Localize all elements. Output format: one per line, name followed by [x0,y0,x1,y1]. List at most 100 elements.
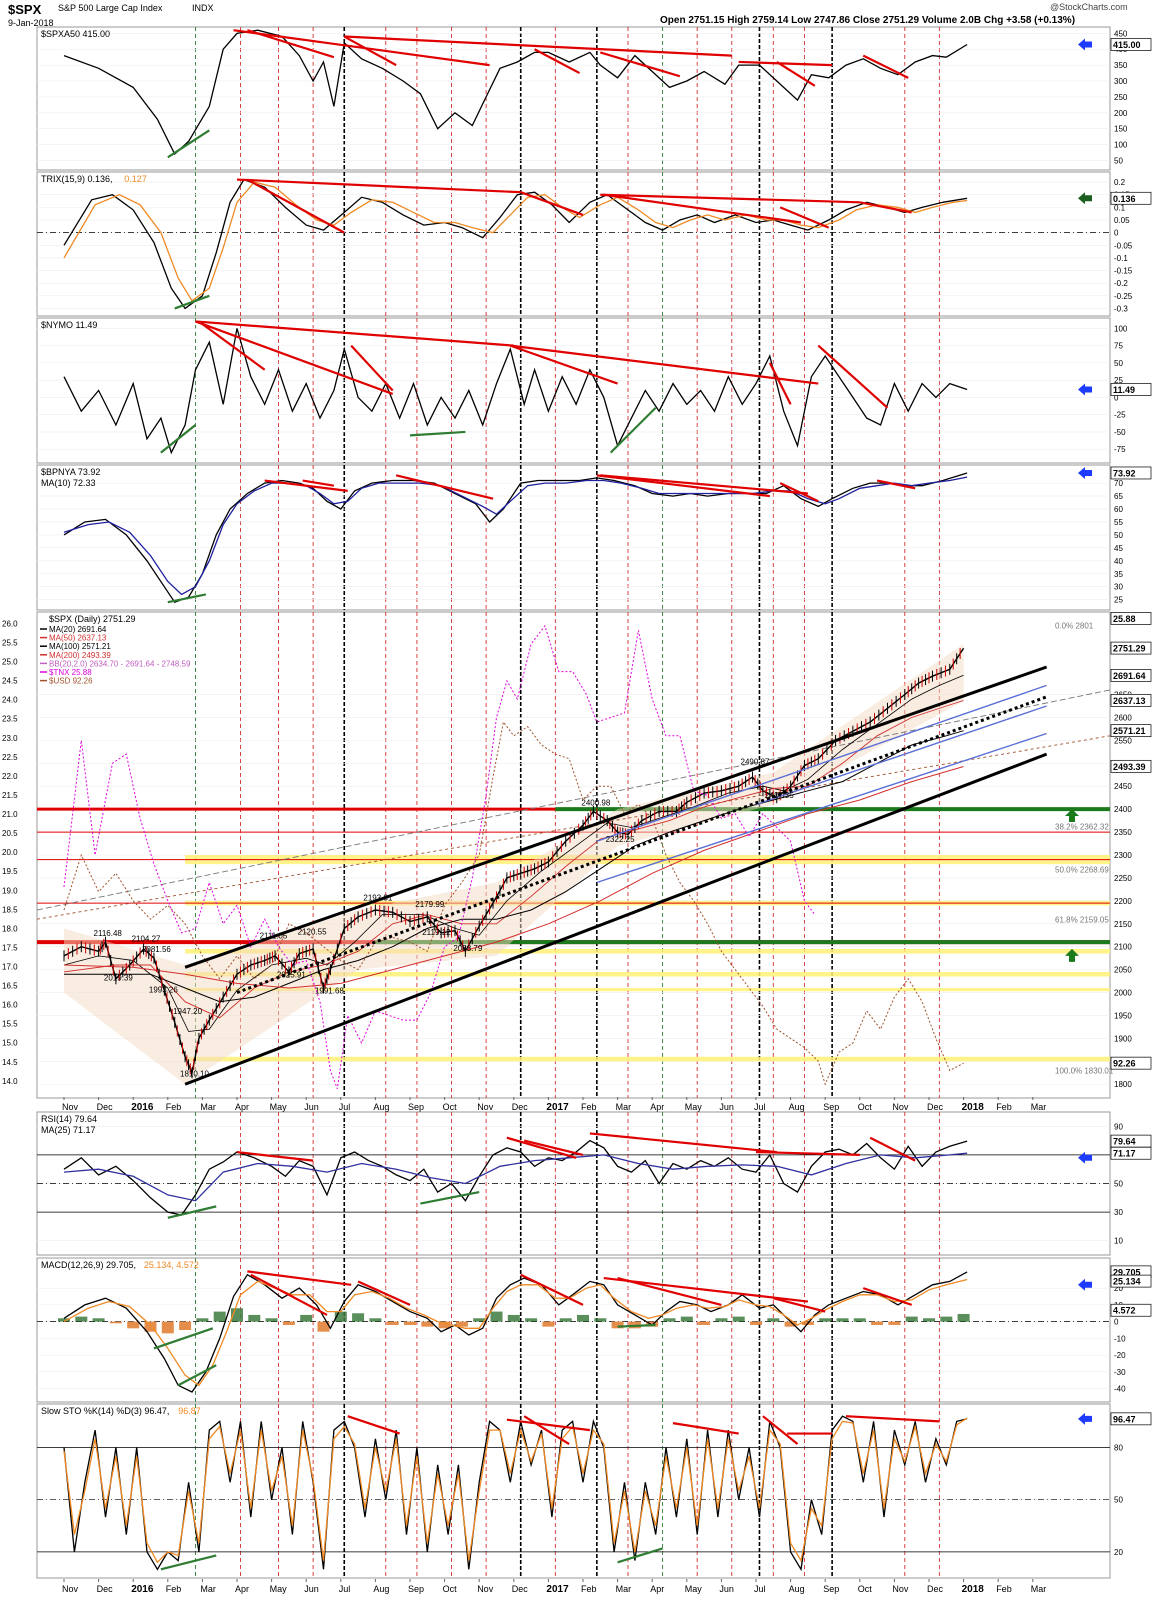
signal-arrow-icon [1078,1151,1092,1164]
y-tick-label: 150 [1114,125,1128,134]
macd-histogram-bar [732,1316,745,1322]
blue-trendline [755,705,1047,806]
panel-title: $SPXA50 415.00 [41,29,110,39]
current-value-label: 92.26 [1113,1059,1136,1069]
y-tick-label: -75 [1114,445,1126,454]
price-annotation: 2119.12 [422,928,451,937]
current-value-label: 73.92 [1113,468,1136,478]
bearish-divergence-line [264,479,348,492]
right-axis-tick-label: 2000 [1114,989,1132,998]
bearish-divergence-line [862,54,909,79]
macd-histogram-bar [940,1316,953,1322]
current-value-label: 0.136 [1113,194,1136,204]
left-axis-tick-label: 23.0 [2,734,18,743]
bearish-divergence-line [302,479,335,487]
x-axis-label-bottom: Feb [996,1584,1012,1594]
macd-histogram-bar [300,1314,313,1322]
current-value-label-box [1110,383,1152,396]
x-axis-label-price: Dec [512,1102,529,1112]
x-axis-label-price: Jul [339,1102,351,1112]
bearish-divergence-line [738,60,833,67]
bearish-divergence-line [869,1136,916,1162]
panel-title: $NYMO 11.49 [41,320,97,330]
y-tick-label: -0.2 [1114,279,1128,288]
channel-line [184,665,1048,969]
bullish-divergence-line [167,129,210,159]
y-tick-label: 25 [1114,376,1123,385]
left-axis-tick-label: 16.0 [2,1001,18,1010]
y-tick-label: -0.05 [1114,241,1133,250]
right-axis-tick-label: 1800 [1114,1080,1132,1089]
bearish-divergence-line [600,193,860,204]
panel-title: Slow STO %K(14) %D(3) 96.47, [41,1406,169,1416]
indicator-panel-1: 0.20.150.10.050-0.05-0.1-0.15-0.2-0.25-0… [37,174,1152,313]
macd-histogram-bar [767,1318,780,1322]
fibonacci-band [185,987,1111,992]
macd-histogram-bar [369,1318,382,1322]
y-tick-label: 50 [1114,359,1123,368]
series-line-0 [63,328,968,455]
left-axis-tick-label: 20.0 [2,848,18,857]
macd-histogram-bar [248,1314,261,1322]
price-annotation: 1991.68 [315,986,344,995]
price-annotation: 2025.91 [277,971,306,980]
left-axis-tick-label: 22.5 [2,753,18,762]
x-axis-label-price: Aug [373,1102,389,1112]
fibonacci-label: 38.2% 2362.32 [1055,822,1109,831]
current-value-label-box [1110,724,1152,738]
bearish-divergence-line [233,29,490,67]
bearish-divergence-line [247,29,335,59]
macd-histogram-bar [490,1311,503,1322]
x-axis-label-bottom: Nov [62,1584,79,1594]
macd-histogram-bar [438,1321,451,1329]
price-annotation: 2019.39 [104,974,133,983]
current-value-label: 415.00 [1113,40,1141,50]
bullish-divergence-line [167,593,207,604]
stockcharts-watermark: @StockCharts.com [1050,2,1128,12]
current-value-label: 25.134 [1113,1277,1141,1287]
left-axis-tick-label: 15.5 [2,1020,18,1029]
macd-histogram-bar [923,1318,935,1322]
right-axis-tick-label: 2200 [1114,897,1132,906]
series-line-0 [63,1271,968,1393]
y-tick-label: 40 [1114,557,1123,566]
legend-entry: MA(20) 2691.64 [49,625,107,634]
bearish-divergence-line [344,35,732,57]
right-axis-tick-label: 2150 [1114,920,1132,929]
left-axis-tick-label: 25.0 [2,658,18,667]
panel-frame-0 [36,26,1111,171]
x-axis-label-bottom: Dec [927,1584,944,1594]
bearish-divergence-line [773,1297,826,1313]
bearish-divergence-line [768,362,792,405]
macd-histogram-bar [75,1316,88,1322]
price-annotation: 2111.05 [260,932,288,941]
x-axis-label-price: Feb [166,1102,182,1112]
bearish-divergence-line [343,35,397,67]
y-tick-label: -10 [1114,1334,1126,1343]
macd-histogram-bar [196,1318,209,1322]
symbol-label: $SPX [8,2,42,17]
x-axis-label-bottom: Jun [304,1584,319,1594]
series-line-1 [63,1278,968,1387]
bullish-divergence-line [617,1547,663,1564]
panel-subtitle: MA(10) 72.33 [41,478,96,488]
price-series-1 [63,674,964,1032]
quote-line: Open 2751.15 High 2759.14 Low 2747.86 Cl… [660,15,1076,26]
right-axis-tick-label: 2350 [1114,828,1132,837]
x-axis-label-price: Oct [443,1102,458,1112]
series-line-1 [63,1152,968,1202]
left-axis-tick-label: 25.5 [2,638,18,647]
bearish-divergence-line [350,344,394,392]
left-axis-tick-label: 23.5 [2,715,18,724]
bearish-divergence-line [347,1415,400,1435]
macd-histogram-bar [836,1318,849,1322]
macd-histogram-bar [853,1318,866,1322]
price-series-2 [63,700,964,1019]
bearish-divergence-line [510,344,819,385]
current-value-label: 96.47 [1113,1414,1136,1424]
x-axis-label-bottom: Oct [858,1584,873,1594]
y-tick-label: 60 [1114,505,1123,514]
macd-histogram-bar [507,1314,520,1322]
left-axis-tick-label: 18.0 [2,924,18,933]
